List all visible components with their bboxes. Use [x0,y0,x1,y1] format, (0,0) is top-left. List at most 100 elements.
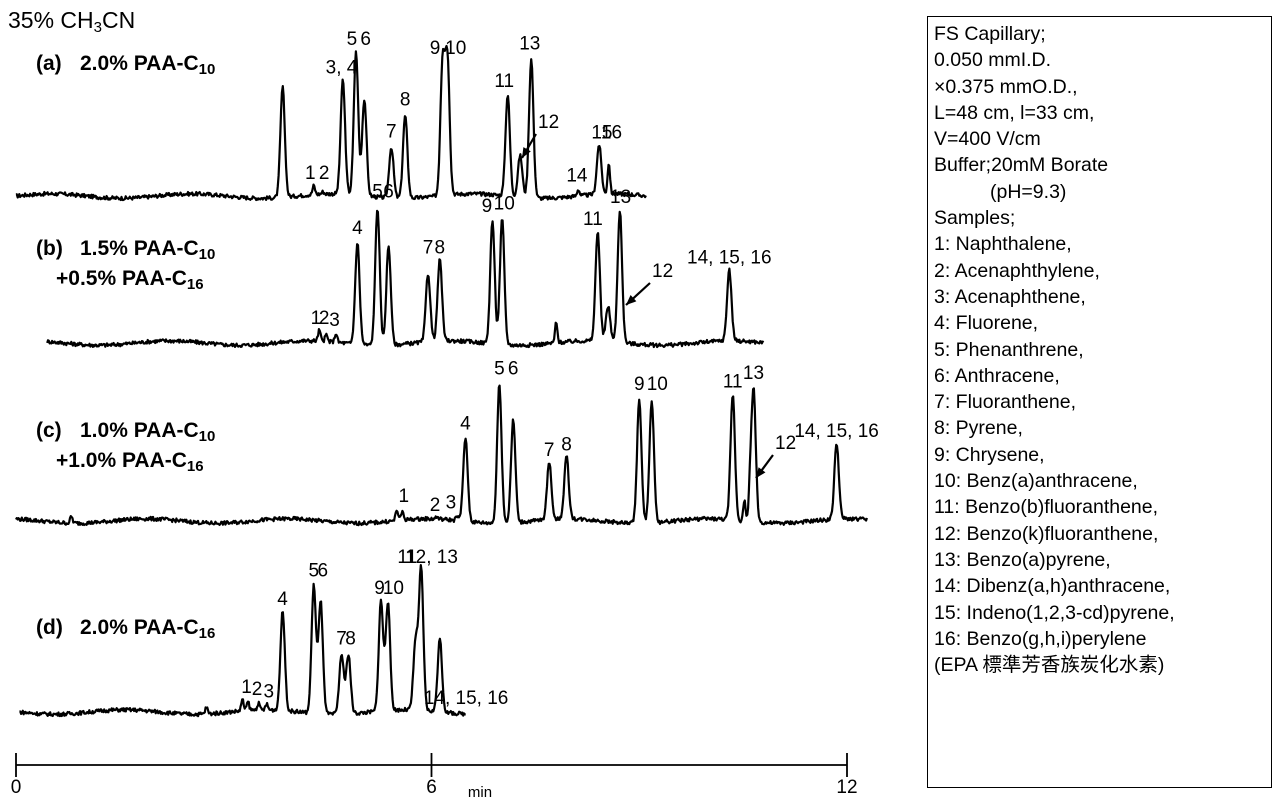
peak-label: 4 [352,218,363,239]
panel-prefix: (d) [36,616,63,639]
peak-label: 9 [374,578,385,599]
peak-label: 1 [241,677,252,698]
info-line: 9: Chrysene, [934,443,1045,466]
info-line: 10: Benz(a)anthracene, [934,470,1138,493]
x-axis-unit-label: min [468,784,492,799]
x-tick-label: 0 [11,777,22,798]
info-line: 15: Indeno(1,2,3-cd)pyrene, [934,601,1175,624]
peak-label: 2 [430,495,441,516]
info-line: 6: Anthracene, [934,364,1060,387]
peak-label: 7 [336,629,347,650]
peak-label: 11 [583,209,603,230]
panel-condition: 2.0% PAA-C16 [80,616,215,642]
info-line: 1: Naphthalene, [934,233,1072,256]
info-line: 3: Acenaphthene, [934,285,1086,308]
peak-label: 6 [360,29,371,50]
peak-label: 13 [610,187,631,208]
peak-label: 15 [591,123,612,144]
panel-prefix: (c) [36,419,62,442]
peak-label: 2 [252,679,263,700]
info-line: 0.050 mmI.D. [934,49,1052,72]
info-line: (pH=9.3) [990,180,1067,203]
panel-prefix: (b) [36,237,63,260]
peak-label: 14 [566,165,588,186]
peak-label: 7 [544,440,555,461]
peak-label: 6 [383,182,394,203]
info-line: L=48 cm, l=33 cm, [934,101,1095,124]
peak-arrow-head [756,467,766,478]
peak-label: 16 [601,123,622,144]
peak-label: 8 [400,90,411,111]
info-line: 8: Pyrene, [934,417,1023,440]
info-line: 14: Dibenz(a,h)anthracene, [934,575,1171,598]
info-line: 4: Fluorene, [934,312,1039,335]
peak-arrow-head [522,147,531,158]
peak-label: 12 [538,112,559,133]
peak-label: 5 [347,29,358,50]
info-line: 2: Acenaphthylene, [934,259,1100,282]
trace-a [15,44,647,202]
peak-label: 9 [430,38,441,59]
peak-label: 14, 15, 16 [794,421,879,442]
peak-label: 9 [634,374,645,395]
peak-label: 13 [743,363,764,384]
panel-condition: 2.0% PAA-C10 [80,52,215,78]
x-axis: 0 6 12 min [11,753,858,799]
peak-label: 4 [460,413,471,434]
peak-label: 5 [494,358,505,379]
peak-label: 12 [652,261,673,282]
peak-label: 2 [319,308,330,329]
peak-label: 11 [494,71,514,92]
peak-label: 10 [383,578,404,599]
peak-label: 13 [519,33,540,54]
peak-label: 12 [775,433,796,454]
peak-label: 1 [399,486,410,507]
trace-d [19,564,466,718]
peak-label: 3 [264,681,275,702]
conditions-legend-box: FS Capillary; 0.050 mmI.D. ×0.375 mmO.D., L… [927,16,1272,788]
peak-label: 7 [386,121,397,142]
info-line: Samples; [934,207,1016,230]
peak-label: 1 [311,308,322,329]
info-line: V=400 V/cm [934,128,1041,151]
peak-label: 2 [319,163,330,184]
peak-label: 5 [372,182,383,203]
peak-label: 10 [445,38,466,59]
x-tick-label: 6 [426,777,437,798]
x-tick-label: 12 [836,777,857,798]
info-line: 12: Benzo(k)fluoranthene, [934,522,1159,545]
panel-condition: +1.0% PAA-C16 [56,449,204,475]
peak-label: 10 [647,374,668,395]
peak-label: 11 [723,372,743,393]
info-line: (EPA 標準芳香族炭化水素) [934,654,1165,677]
peak-label: 3 [329,310,340,331]
panel-condition: 1.5% PAA-C10 [80,237,215,263]
peak-label: 14, 15, 16 [687,248,772,269]
peak-label: 4 [277,589,288,610]
info-line: 13: Benzo(a)pyrene, [934,548,1111,571]
peak-label: 11 [397,547,417,568]
peak-label: 6 [318,560,329,581]
peak-label: 7 [423,238,434,259]
trace-b [46,209,765,349]
peak-label: 5 [309,560,320,581]
chart-title: 35% CH3CN [8,7,135,36]
panel-prefix: (a) [36,52,62,75]
info-line: 16: Benzo(g,h,i)perylene [934,627,1147,650]
peak-label: 8 [435,238,446,259]
panel-condition: +0.5% PAA-C16 [56,267,204,293]
info-line: 5: Phenanthrene, [934,338,1084,361]
peak-label: 8 [561,434,572,455]
peak-label: 14, 15, 16 [424,688,509,709]
peak-label: 8 [345,629,356,650]
info-line: Buffer;20mM Borate [934,154,1109,177]
info-line: 7: Fluoranthene, [934,391,1077,414]
trace-c [15,384,868,527]
peak-label: 1 [305,163,316,184]
peak-label: 9 [482,196,493,217]
